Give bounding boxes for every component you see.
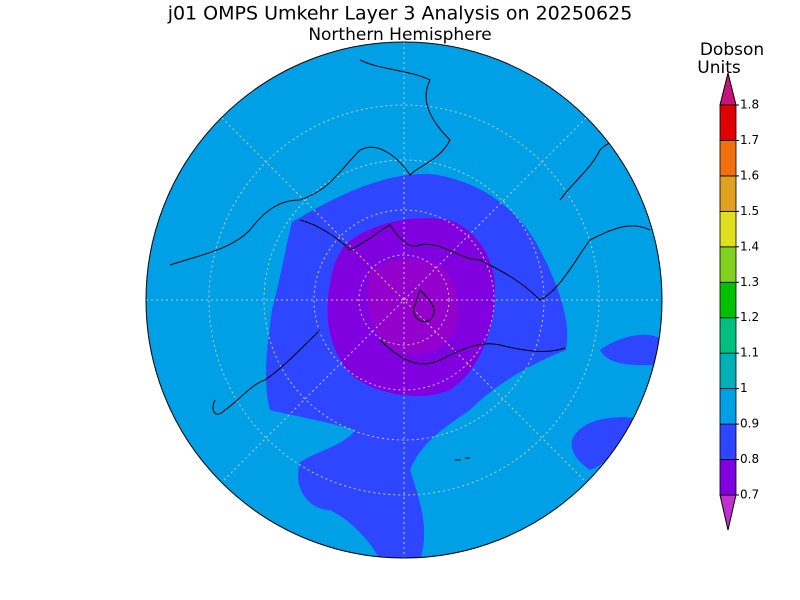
polar-map: [145, 41, 663, 559]
colorbar-tick-label: 1.8: [740, 98, 759, 112]
colorbar-tick-label: 1.7: [740, 133, 759, 147]
colorbar-bin: [719, 388, 737, 425]
colorbar-bin: [719, 352, 737, 390]
colorbar-bin: [719, 317, 737, 354]
contour-lowest: [368, 259, 459, 354]
colorbar-tick-label: 1.1: [740, 346, 759, 360]
colorbar-tick-label: 1.6: [740, 168, 759, 182]
colorbar-tick-label: 1.2: [740, 310, 759, 324]
colorbar-bin: [719, 140, 737, 177]
colorbar-bin: [719, 281, 737, 319]
colorbar-tick-label: 1.5: [740, 204, 759, 218]
colorbar-unit: Dobson: [700, 40, 764, 60]
colorbar-tick-label: 1: [740, 381, 748, 395]
colorbar-bin: [719, 175, 737, 212]
colorbar-tick-label: 0.9: [740, 417, 759, 431]
colorbar-tick-label: 0.7: [740, 488, 759, 502]
colorbar: 0.7 0.8 0.9 1 1.1 1.2 1.3 1.4 1.5 1.6 1.7 1.8: [719, 72, 759, 531]
colorbar-unit: Units: [697, 58, 741, 78]
colorbar-bin: [719, 104, 737, 141]
map-subtitle: Northern Hemisphere: [308, 25, 491, 45]
colorbar-tick-label: 1.3: [740, 275, 759, 289]
colorbar-tick-label: 1.4: [740, 239, 759, 253]
colorbar-tick-label: 0.8: [740, 452, 759, 466]
contour-low: [571, 417, 635, 470]
colorbar-bin: [719, 459, 737, 496]
colorbar-extend-low: [719, 494, 737, 531]
colorbar-bin: [719, 423, 737, 460]
colorbar-bin: [719, 246, 737, 283]
colorbar-bin: [719, 210, 737, 248]
contour-low: [600, 334, 662, 366]
map-title: j01 OMPS Umkehr Layer 3 Analysis on 2025…: [167, 3, 633, 25]
